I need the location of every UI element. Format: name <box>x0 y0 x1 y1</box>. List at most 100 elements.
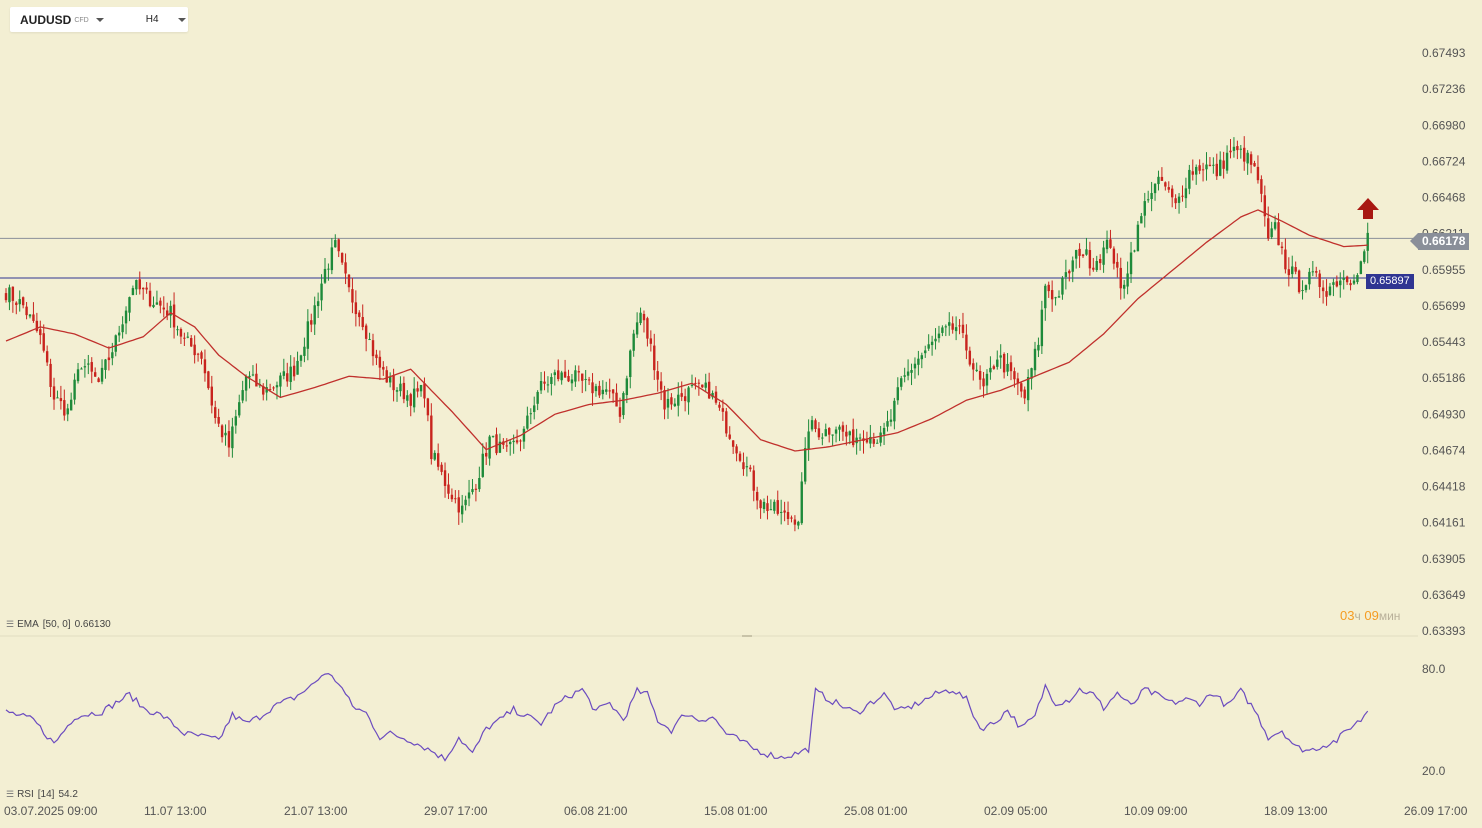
candle-bullish <box>289 366 292 382</box>
candle-bearish <box>1321 287 1325 292</box>
ema-indicator-label[interactable]: ☰ EMA [50, 0] 0.66130 <box>6 619 115 630</box>
candle-bearish <box>1020 383 1023 392</box>
price-level-lines[interactable] <box>0 237 1418 279</box>
rsi-line <box>5 672 1369 762</box>
candle-bullish <box>498 441 502 453</box>
candle-bearish <box>872 439 875 444</box>
candle-bearish <box>1267 218 1270 239</box>
candle-bullish <box>104 359 107 370</box>
candle-bullish <box>711 392 714 398</box>
rsi-tick-label: 80.0 <box>1422 662 1446 676</box>
candle-bearish <box>203 359 207 374</box>
candle-bullish <box>1232 146 1236 151</box>
candle-bearish <box>1023 389 1026 399</box>
candle-bearish <box>207 371 210 389</box>
candle-bullish <box>478 478 481 490</box>
candle-bearish <box>416 388 419 392</box>
candle-bullish <box>1074 250 1078 259</box>
candle-bearish <box>450 494 454 500</box>
level-price-tag[interactable]: 0.65897 <box>1366 274 1414 289</box>
candle-bullish <box>560 372 563 381</box>
candle-bearish <box>409 394 412 406</box>
candle-bearish <box>659 381 663 390</box>
timeframe-label[interactable]: H4 <box>145 14 159 25</box>
pane-resize-handle[interactable] <box>742 635 752 637</box>
candle-bullish <box>999 355 1002 358</box>
candle-bearish <box>1050 290 1054 300</box>
candle-bearish <box>42 333 45 351</box>
candle-bullish <box>1105 239 1109 250</box>
candle-bullish <box>460 505 464 515</box>
candle-bearish <box>1335 281 1339 287</box>
candle-bullish <box>1006 363 1009 372</box>
candle-bearish <box>1119 267 1122 289</box>
price-tick-label: 0.65443 <box>1422 335 1466 349</box>
candle-bearish <box>292 365 296 377</box>
candle-bearish <box>1171 188 1174 198</box>
candle-bullish <box>467 492 471 499</box>
candle-bearish <box>865 439 869 443</box>
time-tick-label: 15.08 01:00 <box>704 804 768 818</box>
candle-bullish <box>769 509 773 511</box>
candle-bullish <box>1332 282 1335 285</box>
candlestick-series <box>4 136 1369 532</box>
menu-lines-icon[interactable]: ☰ <box>6 789 15 799</box>
candle-bearish <box>735 446 738 454</box>
candle-bullish <box>1129 252 1133 275</box>
candle-bullish <box>762 501 766 510</box>
candle-bearish <box>457 497 460 513</box>
candle-bearish <box>1349 283 1352 286</box>
candle-bearish <box>344 262 347 274</box>
time-axis[interactable]: 03.07.2025 09:00 11.07 13:00 21.07 13:00 29… <box>4 804 1468 818</box>
candle-bearish <box>852 429 855 446</box>
price-tick-label: 0.63649 <box>1422 588 1466 602</box>
price-tick-label: 0.67236 <box>1422 82 1466 96</box>
candle-bullish <box>320 283 323 301</box>
candle-bearish <box>1277 222 1280 246</box>
candle-bullish <box>1071 260 1074 272</box>
candle-bearish <box>505 445 508 447</box>
menu-lines-icon[interactable]: ☰ <box>6 619 15 629</box>
candle-bullish <box>186 336 189 338</box>
candle-bullish <box>903 375 906 377</box>
time-tick-label: 21.07 13:00 <box>284 804 348 818</box>
candle-bearish <box>220 425 224 438</box>
candle-bullish <box>913 363 917 369</box>
candle-bullish <box>419 384 423 392</box>
symbol-dropdown-icon[interactable] <box>95 17 104 22</box>
candle-bullish <box>8 287 11 303</box>
candle-bearish <box>1112 248 1116 264</box>
price-tick-label: 0.64674 <box>1422 443 1466 457</box>
timeframe-dropdown-icon[interactable] <box>177 17 186 22</box>
candle-bearish <box>965 334 968 351</box>
rsi-indicator-label[interactable]: ☰ RSI [14] 54.2 <box>6 789 82 800</box>
candle-bullish <box>882 427 886 435</box>
candle-bearish <box>1167 187 1170 190</box>
candle-bearish <box>1160 176 1164 181</box>
candle-bullish <box>368 339 371 341</box>
candle-bullish <box>584 378 587 380</box>
candle-bearish <box>148 290 152 307</box>
candle-bullish <box>666 398 670 408</box>
candle-bearish <box>845 431 848 437</box>
candle-bearish <box>190 338 193 347</box>
candle-bullish <box>169 305 172 316</box>
candle-bearish <box>958 325 961 327</box>
candle-bullish <box>622 393 625 416</box>
candle-bearish <box>1098 259 1102 264</box>
timer-minutes: 09 <box>1364 608 1379 623</box>
candle-bearish <box>1325 291 1328 297</box>
candle-bearish <box>35 320 39 331</box>
price-axis[interactable]: 0.674930.672360.669800.667240.664680.662… <box>1422 46 1466 638</box>
candle-bearish <box>1174 198 1177 204</box>
price-tick-label: 0.64161 <box>1422 516 1466 530</box>
candle-bullish <box>917 358 920 365</box>
symbol-name[interactable]: AUDUSD <box>20 12 72 27</box>
candle-bearish <box>423 383 426 399</box>
symbol-selector[interactable]: AUDUSD CFD H4 <box>10 7 188 32</box>
candle-bearish <box>701 384 704 388</box>
up-arrow-icon <box>1357 198 1379 219</box>
candle-bullish <box>299 355 303 361</box>
candle-bullish <box>896 387 899 401</box>
